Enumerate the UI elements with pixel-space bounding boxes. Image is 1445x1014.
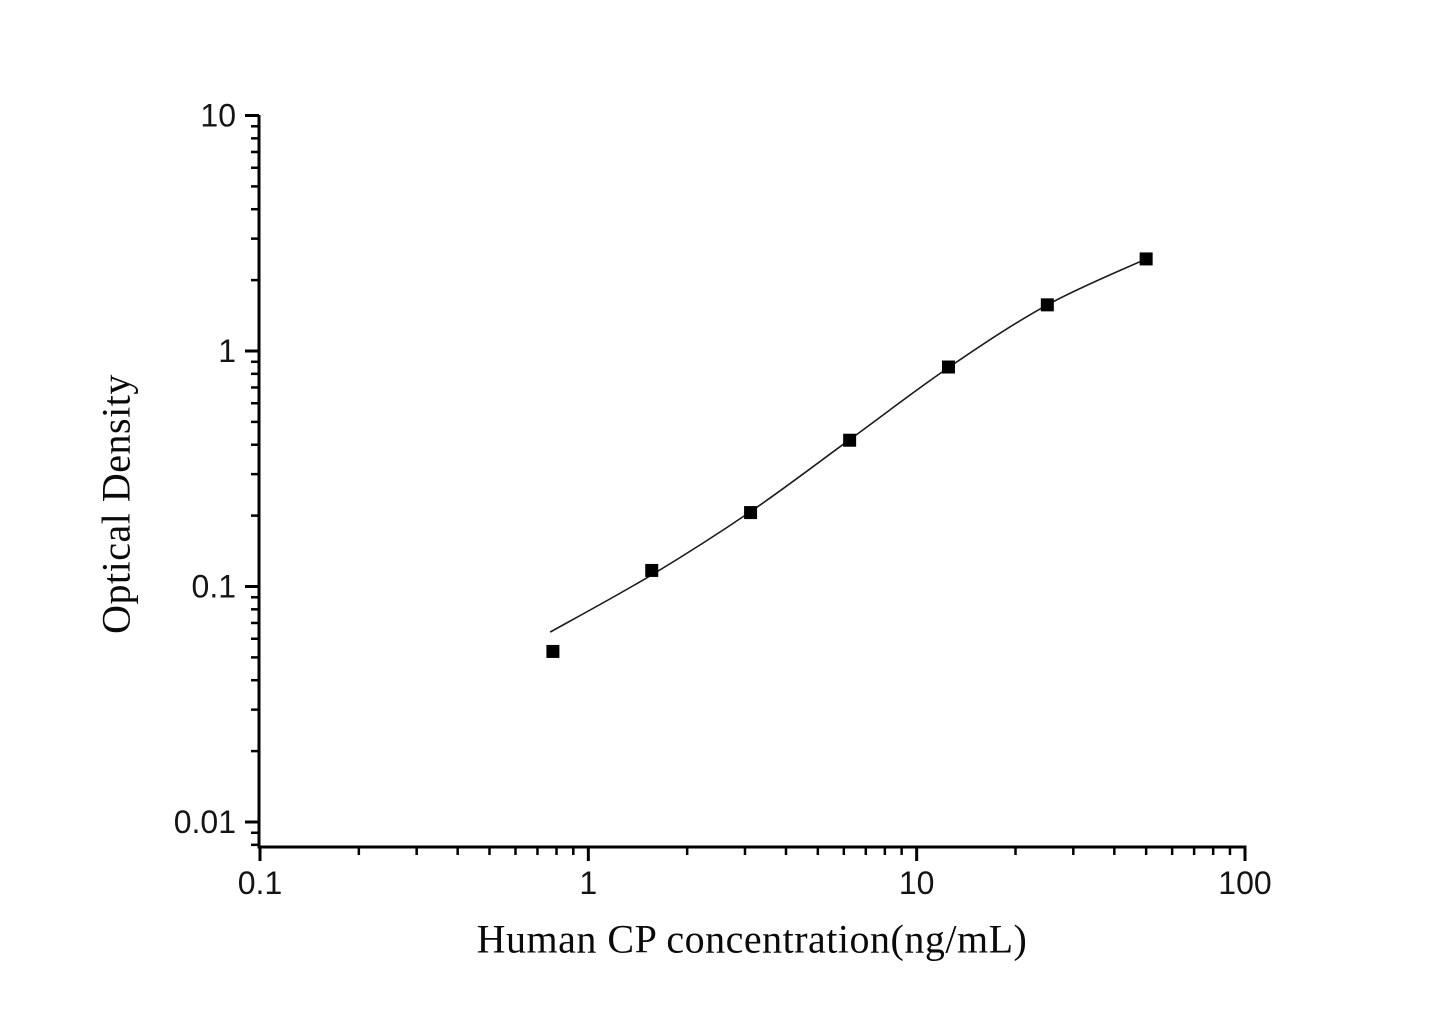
data-point-marker xyxy=(645,563,659,577)
x-tick-label: 100 xyxy=(1218,865,1271,901)
data-point-marker xyxy=(1040,298,1054,312)
x-tick-label: 0.1 xyxy=(238,865,282,901)
y-tick-label: 0.1 xyxy=(192,569,236,605)
y-axis-title: Optical Density xyxy=(93,374,139,634)
x-tick-label: 10 xyxy=(899,865,935,901)
x-tick-label: 1 xyxy=(579,865,597,901)
y-tick-label: 10 xyxy=(200,98,236,134)
data-point-marker xyxy=(744,506,758,520)
data-point-marker xyxy=(941,360,955,374)
x-axis-title: Human CP concentration(ng/mL) xyxy=(476,916,1028,962)
data-point-marker xyxy=(843,433,857,447)
y-tick-label: 1 xyxy=(218,333,236,369)
y-tick-label: 0.01 xyxy=(174,804,236,840)
data-point-marker xyxy=(546,644,560,658)
data-point-marker xyxy=(1139,252,1153,266)
